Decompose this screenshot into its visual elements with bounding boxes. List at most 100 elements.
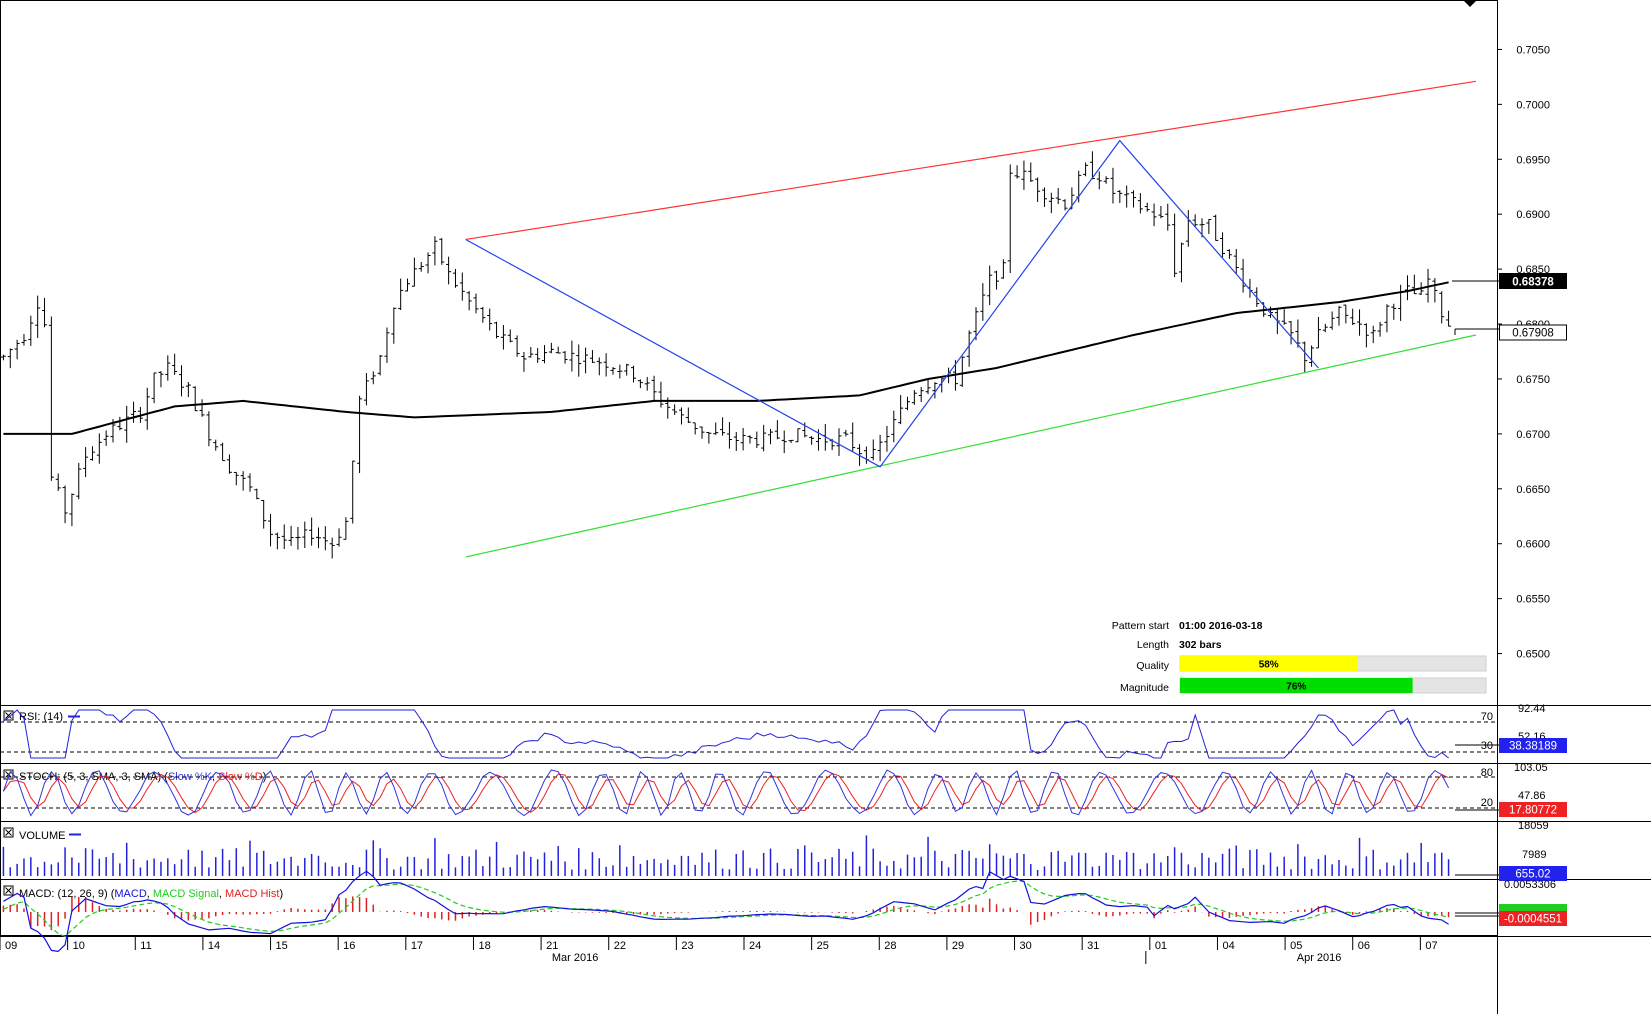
candle-140: [959, 356, 965, 387]
candle-178: [1220, 232, 1226, 258]
rsi-line: [3, 709, 1449, 759]
candle-170: [1165, 203, 1171, 231]
macd-title: MACD: (12, 26, 9): [19, 888, 108, 900]
macd-signal-line: [3, 880, 1449, 938]
volume-axis-mid: 7989: [1522, 849, 1546, 861]
candle-17: [117, 416, 123, 431]
candle-111: [761, 424, 767, 452]
candle-154: [1055, 187, 1061, 204]
candle-41: [281, 524, 287, 550]
pattern-length-label: Length: [1137, 639, 1169, 651]
price-tick-label-11: 0.6500: [1516, 649, 1550, 661]
candle-80: [548, 342, 554, 354]
candle-168: [1151, 203, 1157, 227]
stoch-axis-80: 80: [1481, 767, 1493, 779]
candle-85: [583, 347, 589, 374]
candle-86: [589, 350, 595, 364]
candle-127: [870, 439, 876, 461]
candle-113: [774, 420, 780, 440]
macd-legend: MACD: [114, 888, 146, 900]
candle-192: [1315, 316, 1321, 349]
candle-76: [521, 351, 527, 372]
candle-152: [1041, 187, 1047, 207]
candle-180: [1233, 248, 1239, 274]
candle-1: [7, 348, 13, 369]
pattern-start-value: 01:00 2016-03-18: [1179, 620, 1263, 632]
candle-21: [144, 387, 150, 430]
candle-210: [1439, 291, 1445, 324]
candle-105: [720, 417, 726, 436]
macd-axis-max: 0.0053306: [1504, 879, 1556, 891]
candle-124: [850, 422, 856, 453]
candle-188: [1288, 321, 1294, 345]
candle-33: [226, 454, 232, 474]
candle-129: [884, 425, 890, 452]
candle-110: [754, 431, 760, 448]
date-label-21: 07: [1425, 940, 1437, 952]
ma-price-label: 0.67908: [1512, 328, 1554, 340]
candle-52: [357, 395, 363, 473]
volume-axis-max: 18059: [1518, 820, 1549, 832]
candle-7: [48, 316, 54, 481]
candle-130: [891, 410, 897, 443]
month-label-0: Mar 2016: [552, 952, 598, 964]
candle-160: [1096, 171, 1102, 190]
scroll-marker-icon[interactable]: [1463, 0, 1477, 7]
candle-28: [192, 386, 198, 412]
candle-13: [89, 446, 95, 461]
candle-45: [309, 517, 315, 546]
rsi-axis-70: 70: [1481, 711, 1493, 723]
candle-0: [0, 354, 6, 361]
candle-88: [603, 353, 609, 377]
candle-135: [925, 378, 931, 395]
candle-15: [103, 430, 109, 446]
candle-194: [1329, 311, 1335, 330]
candle-174: [1192, 214, 1198, 228]
quality-value: 58%: [1259, 660, 1279, 671]
pattern-zigzag-line: [465, 139, 1319, 468]
candle-142: [973, 307, 979, 341]
candle-63: [432, 236, 438, 266]
candle-38: [261, 499, 267, 529]
candle-118: [809, 436, 815, 445]
candle-51: [350, 460, 356, 524]
stoch-value-tag: 17.80772: [1509, 805, 1557, 817]
date-label-6: 17: [411, 940, 423, 952]
candle-12: [83, 447, 89, 478]
candle-81: [555, 346, 561, 354]
price-tick-label-8: 0.6650: [1516, 484, 1550, 496]
date-label-17: 01: [1155, 940, 1167, 952]
candle-107: [733, 432, 739, 451]
candle-133: [911, 390, 917, 405]
candle-131: [898, 395, 904, 425]
candle-18: [124, 405, 130, 443]
candle-58: [398, 278, 404, 310]
candle-145: [994, 270, 1000, 290]
candle-35: [240, 471, 246, 491]
candle-36: [247, 473, 253, 492]
pattern-start-label: Pattern start: [1112, 620, 1169, 632]
candle-56: [384, 327, 390, 363]
plot-frame: [0, 0, 1498, 936]
candle-91: [624, 363, 630, 376]
candle-62: [425, 252, 431, 274]
candle-9: [62, 485, 68, 524]
month-label-1: Apr 2016: [1297, 952, 1342, 964]
date-label-3: 14: [208, 940, 220, 952]
candle-74: [507, 329, 513, 343]
candlestick-series: [0, 151, 1452, 559]
candle-48: [329, 537, 335, 559]
candle-181: [1240, 258, 1246, 293]
date-label-14: 29: [952, 940, 964, 952]
date-label-2: 11: [140, 940, 151, 952]
candle-164: [1124, 185, 1130, 208]
stoch-axis-20: 20: [1481, 797, 1493, 809]
date-label-13: 28: [884, 940, 896, 952]
date-label-5: 16: [343, 940, 355, 952]
candle-112: [768, 428, 774, 445]
current-price-label: 0.68378: [1512, 277, 1554, 289]
candle-50: [343, 517, 349, 540]
macd-hist-legend: MACD Hist: [225, 888, 279, 900]
candle-83: [569, 340, 575, 372]
